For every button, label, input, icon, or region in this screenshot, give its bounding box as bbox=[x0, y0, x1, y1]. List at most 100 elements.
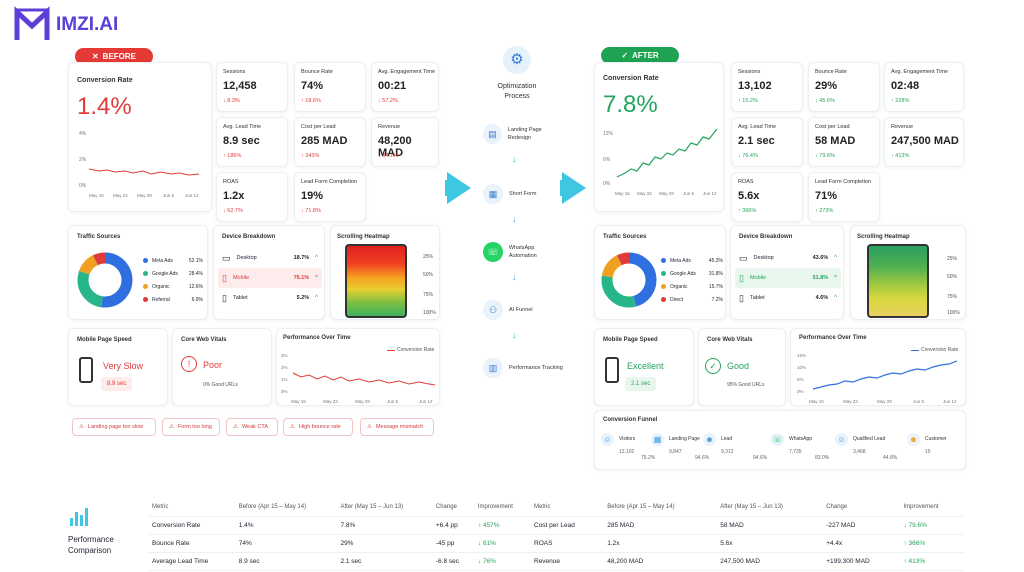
ytick: 2% bbox=[79, 157, 87, 163]
funnel-stage-name: Customer bbox=[925, 436, 947, 442]
kpi-label: Avg. Lead Time bbox=[738, 124, 777, 130]
xtick: May 22 bbox=[323, 399, 338, 404]
device-value: 51.8% bbox=[812, 275, 829, 281]
legend-dot bbox=[143, 258, 148, 263]
kpi-change: ↓ 79.6% bbox=[815, 153, 835, 159]
table-cell: 48,200 MAD bbox=[607, 557, 644, 565]
table-cell: Conversion Rate bbox=[152, 521, 201, 529]
funnel-rate: 75.2% bbox=[641, 455, 656, 461]
device-value: 18.7% bbox=[293, 255, 310, 261]
heatmap-phone bbox=[867, 244, 929, 318]
kpi-label: Revenue bbox=[378, 124, 401, 130]
table-cell: +6.4 pp bbox=[435, 521, 458, 529]
table-cell: ↑ 366% bbox=[903, 539, 926, 547]
ytick: 3% bbox=[281, 353, 288, 358]
after-traffic-card: Traffic Sources Meta Ads 45.3% Google Ads 3… bbox=[594, 225, 726, 320]
kpi-change: ↑ 273% bbox=[815, 208, 834, 214]
logo-mark-icon bbox=[14, 6, 50, 40]
issue-label: High bounce rate bbox=[298, 424, 341, 430]
kpi-card: Avg. Engagement Time 02:48 ↑ 228% bbox=[884, 62, 964, 112]
warning-icon: ⚠ bbox=[290, 424, 295, 430]
xtick: May 15 bbox=[615, 191, 630, 196]
brand-logo[interactable]: IMZI.AI bbox=[14, 6, 118, 44]
kpi-label: Avg. Engagement Time bbox=[891, 69, 949, 75]
kpi-label: Bounce Rate bbox=[301, 69, 333, 75]
legend-name: Google Ads bbox=[670, 270, 696, 277]
table-header-row: Metric Before (Apr 15 – May 14) After (May… bbox=[530, 498, 964, 516]
traffic-legend-row: Organic 15.7% bbox=[661, 280, 723, 293]
process-step: ▥ Performance Tracking bbox=[483, 358, 563, 378]
kpi-change: ↑ 18.6% bbox=[301, 98, 321, 104]
mobile-icon: ▯ bbox=[222, 272, 227, 283]
funnel-rate: 44.8% bbox=[883, 455, 898, 461]
table-cell: 74% bbox=[238, 539, 252, 547]
perf-legend: Conversion Rate bbox=[911, 347, 958, 353]
after-conversion-chart: 12% 6% 0% May 15 May 22 May 29 Jun 5 Jun… bbox=[603, 128, 718, 196]
process-title: Optimization Process bbox=[497, 83, 537, 100]
perf-title: Performance Over Time bbox=[283, 335, 351, 341]
legend-dot bbox=[661, 284, 666, 289]
kpi-change: ↓ 62.7% bbox=[223, 208, 243, 214]
kpi-change: ↓ 76.4% bbox=[738, 153, 758, 159]
down-arrow-icon: ↓ bbox=[512, 214, 517, 224]
vitals-detail: 95% Good URLs bbox=[727, 382, 765, 388]
device-row: ▭ Desktop 18.7% ^ bbox=[218, 248, 322, 268]
kpi-change: ↓ 71.8% bbox=[301, 208, 321, 214]
table-row: Conversion Rate 1.4% 7.8% +6.4 pp ↑ 457% bbox=[148, 516, 532, 534]
table-cell: ↓ 79.6% bbox=[903, 521, 927, 529]
heatmap-tick: 75% bbox=[947, 294, 958, 300]
issue-chip[interactable]: ⚠ Weak CTA bbox=[226, 418, 278, 436]
kpi-value: 247,500 MAD bbox=[891, 135, 959, 147]
funnel-stage-value: 9,312 bbox=[721, 449, 734, 455]
process-step-label: AI Funnel bbox=[509, 307, 533, 313]
traffic-title: Traffic Sources bbox=[77, 234, 121, 240]
table-cell: 58 MAD bbox=[720, 521, 744, 529]
kpi-value: 5.6x bbox=[738, 190, 760, 202]
speed-status: Excellent bbox=[627, 361, 664, 371]
ytick: 0% bbox=[79, 183, 87, 189]
issue-chip[interactable]: ⚠ Message mismatch bbox=[360, 418, 434, 436]
conversion-line bbox=[616, 128, 718, 178]
before-traffic-card: Traffic Sources Meta Ads 52.1% Google Ads 2… bbox=[68, 225, 208, 320]
ytick: 0% bbox=[797, 389, 804, 394]
kpi-card: Avg. Lead Time 2.1 sec ↓ 76.4% bbox=[731, 117, 803, 167]
kpi-label: Lead Form Completion bbox=[815, 179, 871, 185]
issue-chip[interactable]: ⚠ Form too long bbox=[162, 418, 220, 436]
perf-title: Performance Over Time bbox=[799, 335, 867, 341]
device-name: Tablet bbox=[749, 295, 765, 301]
conversion-label: Conversion Rate bbox=[603, 75, 659, 82]
xtick: May 22 bbox=[843, 399, 858, 404]
issue-chip[interactable]: ⚠ Landing page too slow bbox=[72, 418, 156, 436]
legend-value: 6.9% bbox=[191, 296, 203, 303]
heatmap-tick: 25% bbox=[947, 256, 958, 262]
issue-chip[interactable]: ⚠ High bounce rate bbox=[283, 418, 353, 436]
before-perf-card: Performance Over Time Conversion Rate 3%… bbox=[276, 328, 440, 406]
kpi-card: Lead Form Completion 19% ↓ 71.8% bbox=[294, 172, 366, 222]
table-cell: 7.8% bbox=[340, 521, 356, 529]
legend-name: Meta Ads bbox=[152, 257, 173, 264]
kpi-value: 48,200 MAD bbox=[378, 135, 412, 159]
kpi-label: Cost per Lead bbox=[301, 124, 336, 130]
table-cell: Average Lead Time bbox=[152, 557, 209, 565]
kpi-value: 19% bbox=[301, 190, 324, 202]
legend-name: Referral bbox=[152, 296, 170, 303]
process-step-label: Short Form bbox=[509, 191, 537, 197]
table-cell: 2.1 sec bbox=[340, 557, 362, 565]
legend-value: 28.4% bbox=[188, 270, 203, 277]
issue-label: Landing page too slow bbox=[87, 424, 143, 430]
funnel-stage-name: Landing Page bbox=[669, 436, 700, 442]
table-cell: 1.4% bbox=[238, 521, 254, 529]
comparison-section: Performance Comparison Metric Before (Apr… bbox=[60, 494, 964, 572]
issue-label: Message mismatch bbox=[375, 424, 424, 430]
speed-value: 2.1 sec bbox=[625, 377, 657, 391]
kpi-card: Bounce Rate 74% ↑ 18.6% bbox=[294, 62, 366, 112]
comparison-title: Performance Comparison bbox=[68, 535, 114, 555]
ytick: 15% bbox=[797, 353, 806, 358]
legend-dot bbox=[143, 297, 148, 302]
funnel-stage-name: WhatsApp bbox=[789, 436, 813, 442]
xtick: Jun 5 bbox=[387, 399, 399, 404]
traffic-legend-row: Referral 6.9% bbox=[143, 293, 203, 306]
before-conversion-chart: 4% 2% 0% May 15 May 22 May 29 Jun 5 Jun … bbox=[79, 131, 200, 198]
brand-name: IMZI.AI bbox=[56, 14, 119, 35]
before-conversion-card: Conversion Rate 1.4% 4% 2% 0% May 15 May… bbox=[68, 62, 212, 212]
